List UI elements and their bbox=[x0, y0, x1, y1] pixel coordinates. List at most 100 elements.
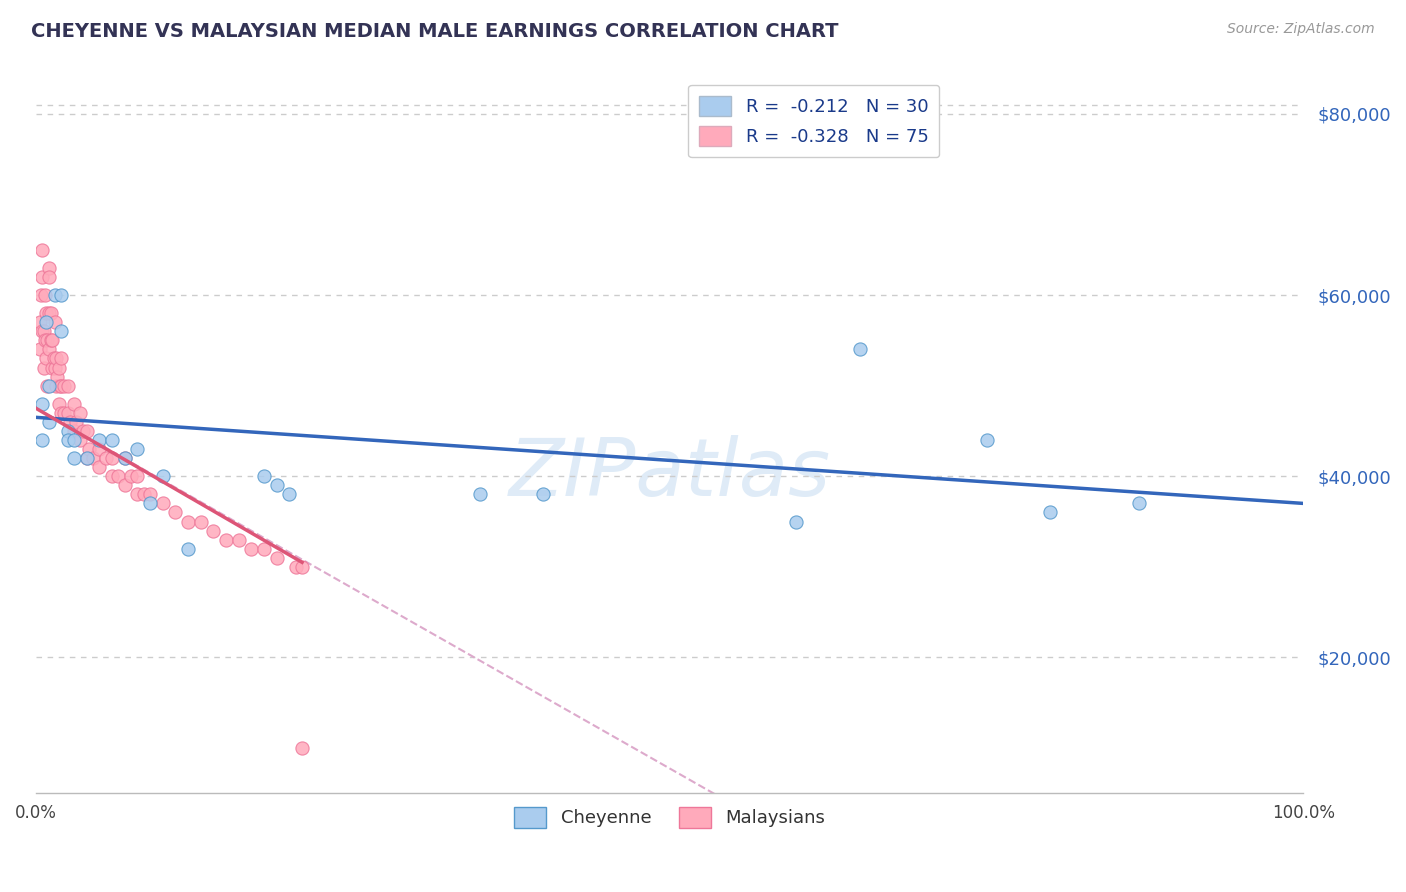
Point bbox=[56, 424, 79, 438]
Point bbox=[114, 451, 136, 466]
Point bbox=[253, 469, 276, 483]
Point bbox=[63, 424, 86, 438]
Point bbox=[46, 369, 69, 384]
Point bbox=[77, 442, 100, 456]
Point bbox=[139, 496, 162, 510]
Point bbox=[266, 478, 288, 492]
Point bbox=[35, 306, 58, 320]
Point bbox=[51, 288, 73, 302]
Point bbox=[39, 334, 62, 348]
Point bbox=[38, 260, 60, 275]
Point bbox=[253, 541, 276, 556]
Point bbox=[202, 524, 225, 538]
Point bbox=[44, 360, 66, 375]
Point bbox=[215, 533, 238, 547]
Point bbox=[76, 424, 98, 438]
Point bbox=[31, 397, 53, 411]
Point bbox=[101, 469, 124, 483]
Point bbox=[63, 433, 86, 447]
Point bbox=[49, 378, 72, 392]
Text: ZIPatlas: ZIPatlas bbox=[509, 435, 831, 514]
Point bbox=[127, 487, 149, 501]
Point bbox=[152, 469, 174, 483]
Point bbox=[785, 515, 807, 529]
Point bbox=[1128, 496, 1150, 510]
Point bbox=[56, 406, 79, 420]
Legend: Cheyenne, Malaysians: Cheyenne, Malaysians bbox=[506, 800, 832, 835]
Point bbox=[94, 451, 117, 466]
Point bbox=[28, 315, 51, 329]
Point bbox=[165, 506, 187, 520]
Point bbox=[38, 343, 60, 357]
Point bbox=[101, 451, 124, 466]
Point bbox=[45, 351, 67, 366]
Point bbox=[51, 406, 73, 420]
Point bbox=[468, 487, 491, 501]
Point bbox=[278, 487, 301, 501]
Point bbox=[38, 306, 60, 320]
Point bbox=[127, 442, 149, 456]
Point bbox=[59, 415, 82, 429]
Point bbox=[63, 397, 86, 411]
Point bbox=[41, 334, 63, 348]
Point bbox=[101, 433, 124, 447]
Point bbox=[228, 533, 250, 547]
Point bbox=[34, 334, 56, 348]
Point bbox=[28, 343, 51, 357]
Point bbox=[1039, 506, 1062, 520]
Point bbox=[31, 243, 53, 257]
Point bbox=[291, 741, 314, 756]
Point bbox=[291, 559, 314, 574]
Point bbox=[45, 378, 67, 392]
Point bbox=[107, 469, 129, 483]
Point bbox=[76, 451, 98, 466]
Point bbox=[266, 550, 288, 565]
Point bbox=[44, 288, 66, 302]
Point bbox=[32, 324, 55, 338]
Point bbox=[31, 433, 53, 447]
Point bbox=[69, 433, 91, 447]
Point bbox=[56, 433, 79, 447]
Point bbox=[51, 351, 73, 366]
Point bbox=[52, 378, 75, 392]
Point bbox=[69, 406, 91, 420]
Point bbox=[531, 487, 554, 501]
Point bbox=[38, 269, 60, 284]
Point bbox=[65, 415, 87, 429]
Point bbox=[37, 334, 59, 348]
Point bbox=[31, 269, 53, 284]
Point bbox=[976, 433, 998, 447]
Point bbox=[51, 324, 73, 338]
Point bbox=[48, 397, 70, 411]
Point bbox=[177, 515, 200, 529]
Point bbox=[30, 288, 52, 302]
Point bbox=[240, 541, 263, 556]
Point bbox=[848, 343, 870, 357]
Point bbox=[120, 469, 142, 483]
Point bbox=[32, 360, 55, 375]
Point bbox=[284, 559, 307, 574]
Point bbox=[39, 306, 62, 320]
Point bbox=[41, 360, 63, 375]
Point bbox=[38, 415, 60, 429]
Point bbox=[89, 433, 111, 447]
Point bbox=[89, 460, 111, 475]
Point bbox=[56, 378, 79, 392]
Point bbox=[31, 324, 53, 338]
Point bbox=[127, 469, 149, 483]
Point bbox=[89, 442, 111, 456]
Point bbox=[44, 315, 66, 329]
Point bbox=[35, 315, 58, 329]
Point bbox=[52, 406, 75, 420]
Point bbox=[132, 487, 155, 501]
Point bbox=[42, 351, 65, 366]
Point bbox=[114, 451, 136, 466]
Point bbox=[34, 288, 56, 302]
Point bbox=[35, 351, 58, 366]
Point bbox=[37, 378, 59, 392]
Point bbox=[152, 496, 174, 510]
Point bbox=[190, 515, 212, 529]
Point bbox=[72, 424, 94, 438]
Text: Source: ZipAtlas.com: Source: ZipAtlas.com bbox=[1227, 22, 1375, 37]
Point bbox=[38, 378, 60, 392]
